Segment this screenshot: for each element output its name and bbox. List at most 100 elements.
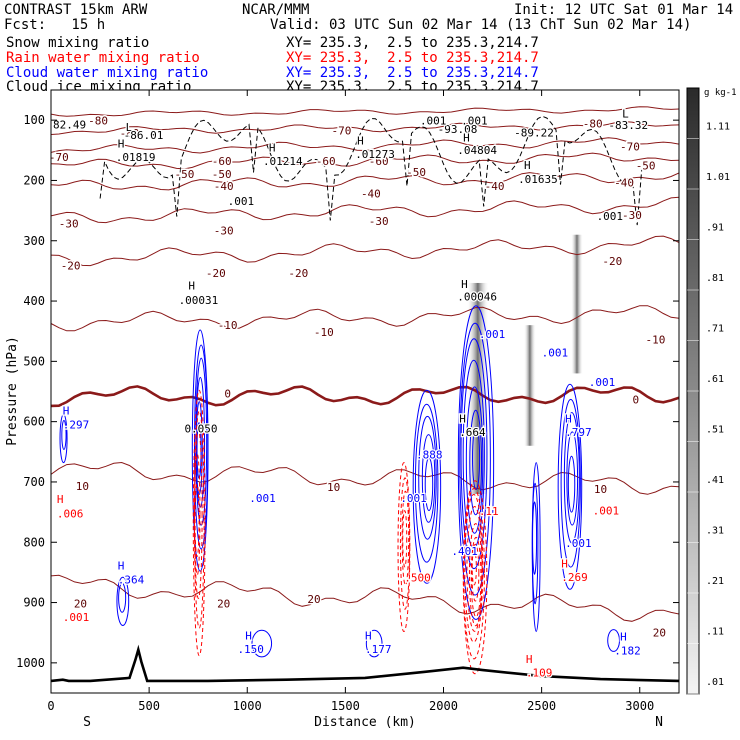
mixing-contour-4-1	[414, 403, 439, 563]
mixing-contour-3-3	[466, 505, 483, 632]
mixing-contour-4-2	[418, 415, 437, 540]
mixing-contour-3-4	[468, 523, 483, 627]
mixing-contour-5-3	[566, 431, 579, 526]
mixing-contour-11-0	[251, 629, 273, 658]
mixing-contour-8-1	[118, 582, 127, 613]
isotherm-label-5: -70	[620, 140, 640, 153]
field-label-26: .500	[404, 571, 431, 584]
mixing-contour-2-4	[465, 386, 484, 534]
terrain-profile	[51, 644, 679, 683]
field-label-42: .001	[461, 114, 488, 127]
field-label-16: .797	[565, 426, 592, 439]
isotherm-label-26: -10	[314, 326, 334, 339]
field-name-rain: Rain water mixing ratio	[6, 50, 200, 66]
field-xy-snow: XY= 235.3, 2.5 to 235.3,214.7	[286, 35, 539, 51]
field-label-7: H	[365, 629, 372, 642]
mixing-contour-0-1	[193, 344, 209, 550]
field-label-35: L	[622, 108, 629, 121]
cloud-contours	[59, 115, 643, 675]
temperature-contours	[51, 106, 679, 622]
mixing-contour-6-1	[399, 477, 411, 610]
field-label-29: .001	[593, 505, 620, 518]
field-label-39: -89.22	[514, 126, 554, 139]
field-name-snow: Snow mixing ratio	[6, 35, 150, 51]
colorbar: g kg-1 1.11 1.01 .91 .81 .71 .61 .51 .41 .31 .21.…	[686, 87, 737, 695]
terrain-layer	[51, 644, 679, 683]
isotherm-label-35: 20	[307, 593, 320, 606]
isotherm-label-21: -20	[61, 260, 81, 273]
field-label-49: H	[463, 131, 470, 144]
isotherm-label-33: 20	[74, 597, 87, 610]
field-label-21: .664	[459, 426, 486, 439]
colorbar-unit: g kg-1	[704, 88, 737, 98]
field-label-57: H	[461, 278, 468, 291]
field-label-53: .001	[228, 195, 255, 208]
forecast-hour: Fcst: 15 h	[4, 17, 106, 33]
x-tick-label-5: 2500	[527, 699, 556, 713]
plot-area	[51, 90, 679, 693]
isotherm--10	[51, 305, 679, 332]
mixing-contour-5-4	[567, 455, 576, 513]
y-tick-label-5: 600	[23, 415, 45, 429]
field-label-55: H	[188, 280, 195, 293]
mixing-contour-12-0	[365, 629, 383, 658]
y-tick-label-9: 1000	[16, 656, 45, 670]
field-label-43: H	[118, 137, 125, 150]
field-label-38: -93.08	[438, 123, 478, 136]
field-label-13: .001	[542, 347, 569, 360]
x-tick-label-0: 0	[47, 699, 54, 713]
isotherm--40	[51, 172, 679, 191]
isotherm-label-28: 0	[224, 388, 231, 401]
isotherm-label-24: -20	[602, 255, 622, 268]
isotherm-label-8: -60	[369, 155, 389, 168]
field-label-9: .888	[416, 448, 443, 461]
valid-time: Valid: 03 UTC Sun 02 Mar 14 (13 ChT Sun …	[270, 17, 692, 33]
field-label-11: .401	[451, 545, 478, 558]
mixing-contour-2-1	[459, 322, 491, 596]
isotherm-label-27: -10	[646, 333, 666, 346]
isotherm-label-11: -50	[406, 166, 426, 179]
field-label-8: .177	[365, 643, 392, 656]
isotherm-label-32: 10	[594, 483, 607, 496]
field-label-3: .364	[118, 573, 145, 586]
contour-labels: -80-80 -70-80-70-70-60 -60 -60-50 -50 -50-50-…	[47, 106, 667, 680]
field-label-52: .01635	[518, 173, 558, 186]
x-tick-label-4: 2000	[429, 699, 458, 713]
mixing-contour-10-0	[607, 629, 620, 652]
isotherm-label-25: -10	[218, 319, 238, 332]
field-label-45: H	[269, 142, 276, 155]
field-label-31: .109	[526, 667, 553, 680]
mixing-contour-2-2	[460, 338, 488, 570]
mixing-contour-2-5	[469, 409, 483, 516]
x-axis-label: Distance (km)	[314, 715, 416, 730]
isotherm-label-10: -50	[212, 168, 232, 181]
axes: 0 500 1000 1500 2000 2500 30001002003004005006…	[16, 90, 679, 713]
field-label-12: .001	[479, 328, 506, 341]
colorbar-label-2: .91	[706, 222, 724, 233]
isotherm-label-17: -30	[59, 217, 79, 230]
field-xy-rain: XY= 235.3, 2.5 to 235.3,214.7	[286, 50, 539, 66]
field-label-33: L	[126, 121, 133, 134]
field-label-22: 0.050	[184, 423, 217, 436]
colorbar-label-6: .51	[706, 424, 724, 435]
colorbar-label-4: .71	[706, 323, 724, 334]
isotherm-label-14: -40	[361, 187, 381, 200]
isotherm-label-2: -70	[332, 125, 352, 138]
mixing-contour-3-1	[463, 488, 485, 660]
mixing-contour-2-3	[462, 359, 485, 549]
mixing-contour-9-2	[532, 501, 538, 575]
mixing-contour-4-3	[421, 434, 436, 523]
isotherm--70	[51, 121, 679, 135]
mixing-contour-6-2	[401, 490, 410, 586]
field-label-47: H	[357, 134, 364, 147]
mixing-contour-8-0	[116, 576, 130, 626]
isotherm-label-20: -30	[622, 209, 642, 222]
field-label-19: .182	[614, 644, 641, 657]
field-label-4: .001	[249, 492, 276, 505]
field-label-37: -86.01	[124, 129, 164, 142]
snow-shading-layer	[466, 234, 583, 495]
isotherm-label-31: 10	[327, 481, 340, 494]
isotherm-label-22: -20	[206, 267, 226, 280]
isotherm-label-0: -80	[88, 114, 108, 127]
x-tick-label-1: 500	[138, 699, 160, 713]
